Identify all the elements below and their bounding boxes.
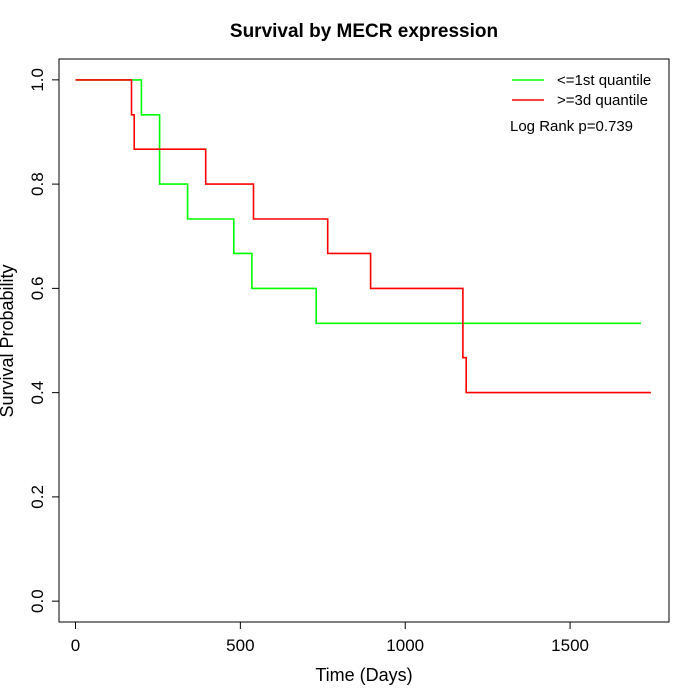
y-tick-label: 0.6 — [28, 277, 47, 301]
y-axis-label: Survival Probability — [0, 264, 17, 417]
plot-frame — [58, 58, 670, 623]
series-layer — [75, 79, 651, 394]
x-tick-label: 1500 — [551, 636, 589, 655]
y-tick-label: 0.4 — [28, 381, 47, 405]
x-axis: 0 500 1000 1500 — [71, 621, 589, 655]
survival-curve-series-1 — [75, 79, 641, 325]
y-tick-label: 1.0 — [28, 68, 47, 92]
log-rank-annotation: Log Rank p=0.739 — [510, 118, 633, 135]
x-tick-label: 0 — [71, 636, 80, 655]
x-tick-label: 500 — [226, 636, 254, 655]
chart-title: Survival by MECR expression — [230, 21, 498, 42]
x-tick-label: 1000 — [386, 636, 424, 655]
x-axis-label: Time (Days) — [315, 665, 412, 685]
y-tick-label: 0.0 — [28, 589, 47, 613]
y-tick-label: 0.2 — [28, 485, 47, 509]
survival-curve-series-2 — [75, 79, 651, 394]
legend-label: <=1st quantile — [557, 72, 651, 89]
legend: <=1st quantile >=3d quantile — [512, 72, 651, 109]
y-tick-label: 0.8 — [28, 172, 47, 196]
y-axis: 0.0 0.2 0.4 0.6 0.8 1.0 — [28, 68, 60, 613]
legend-label: >=3d quantile — [557, 92, 648, 109]
